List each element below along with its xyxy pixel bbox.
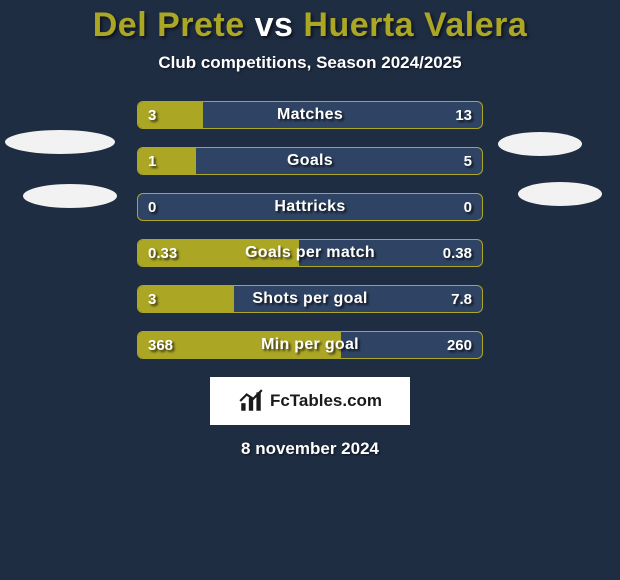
bar-chart-icon — [238, 388, 264, 414]
stat-value-left: 0.33 — [148, 239, 177, 267]
stat-bar: Hattricks — [137, 193, 483, 221]
decorative-ellipse — [23, 184, 117, 208]
stat-value-right: 7.8 — [451, 285, 472, 313]
decorative-ellipse — [518, 182, 602, 206]
page-title: Del Prete vs Huerta Valera — [0, 6, 620, 45]
stat-bar: Min per goal — [137, 331, 483, 359]
stat-value-left: 1 — [148, 147, 156, 175]
stat-row: Min per goal368 260 — [0, 331, 620, 359]
stat-label: Goals per match — [138, 240, 482, 266]
title-player1: Del Prete — [93, 6, 245, 44]
fctables-logo: FcTables.com — [210, 377, 410, 425]
title-player2: Huerta Valera — [303, 6, 527, 44]
stat-value-left: 3 — [148, 101, 156, 129]
subtitle: Club competitions, Season 2024/2025 — [0, 53, 620, 73]
stat-bar: Goals per match — [137, 239, 483, 267]
stat-value-left: 0 — [148, 193, 156, 221]
comparison-infographic: Del Prete vs Huerta Valera Club competit… — [0, 6, 620, 580]
stat-label: Matches — [138, 102, 482, 128]
stat-value-right: 13 — [455, 101, 472, 129]
stat-bar: Shots per goal — [137, 285, 483, 313]
title-vs: vs — [255, 6, 294, 44]
stat-value-left: 3 — [148, 285, 156, 313]
stat-label: Goals — [138, 148, 482, 174]
stat-row: Matches3 13 — [0, 101, 620, 129]
stat-bar: Goals — [137, 147, 483, 175]
stat-bar: Matches — [137, 101, 483, 129]
stat-row: Shots per goal3 7.8 — [0, 285, 620, 313]
stat-value-right: 0 — [464, 193, 472, 221]
stat-value-right: 5 — [464, 147, 472, 175]
decorative-ellipse — [5, 130, 115, 154]
stat-label: Hattricks — [138, 194, 482, 220]
stat-label: Min per goal — [138, 332, 482, 358]
stat-value-left: 368 — [148, 331, 173, 359]
decorative-ellipse — [498, 132, 582, 156]
stat-value-right: 0.38 — [443, 239, 472, 267]
stat-value-right: 260 — [447, 331, 472, 359]
stat-label: Shots per goal — [138, 286, 482, 312]
date-line: 8 november 2024 — [0, 439, 620, 459]
logo-text: FcTables.com — [270, 391, 382, 411]
stat-row: Goals per match0.33 0.38 — [0, 239, 620, 267]
